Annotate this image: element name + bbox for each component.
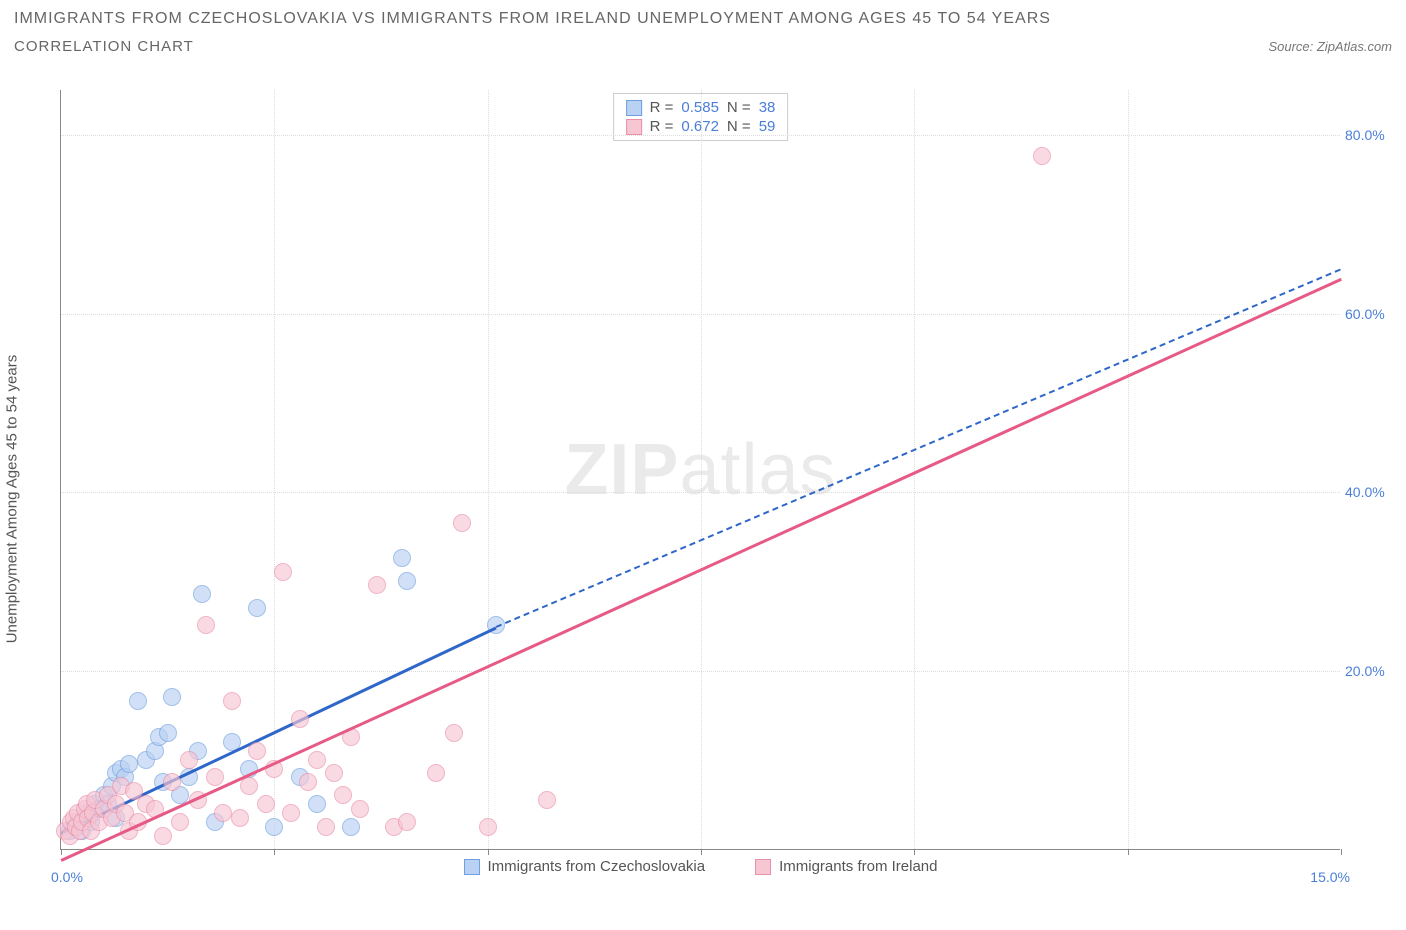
scatter-point-ireland xyxy=(248,742,266,760)
gridline-v xyxy=(914,90,915,849)
scatter-point-czech xyxy=(193,585,211,603)
x-tick-max: 15.0% xyxy=(1310,869,1350,885)
legend-label: Immigrants from Czechoslovakia xyxy=(488,858,706,875)
scatter-point-czech xyxy=(393,549,411,567)
y-tick-label: 20.0% xyxy=(1345,663,1395,679)
scatter-point-ireland xyxy=(163,773,181,791)
source-attribution: Source: ZipAtlas.com xyxy=(1268,39,1392,54)
scatter-point-ireland xyxy=(479,818,497,836)
scatter-point-ireland xyxy=(180,751,198,769)
scatter-point-czech xyxy=(159,724,177,742)
scatter-point-czech xyxy=(120,755,138,773)
series-legend: Immigrants from Czechoslovakia Immigrants… xyxy=(464,858,938,875)
scatter-point-ireland xyxy=(308,751,326,769)
legend-swatch xyxy=(626,100,642,116)
scatter-point-ireland xyxy=(427,764,445,782)
scatter-point-ireland xyxy=(197,616,215,634)
scatter-point-czech xyxy=(163,688,181,706)
scatter-point-ireland xyxy=(154,827,172,845)
chart-subtitle: CORRELATION CHART xyxy=(14,38,194,55)
legend-label: Immigrants from Ireland xyxy=(779,858,937,875)
scatter-point-czech xyxy=(265,818,283,836)
chart-header: IMMIGRANTS FROM CZECHOSLOVAKIA VS IMMIGR… xyxy=(0,0,1406,55)
scatter-point-ireland xyxy=(240,777,258,795)
scatter-point-czech xyxy=(398,572,416,590)
y-tick-label: 40.0% xyxy=(1345,484,1395,500)
scatter-point-czech xyxy=(129,692,147,710)
scatter-point-czech xyxy=(248,599,266,617)
trend-line-dash-czech xyxy=(496,269,1342,628)
legend-swatch xyxy=(464,859,480,875)
x-tick-mark xyxy=(61,849,62,855)
chart-area: Unemployment Among Ages 45 to 54 years Z… xyxy=(0,80,1406,930)
y-tick-label: 80.0% xyxy=(1345,127,1395,143)
scatter-point-ireland xyxy=(351,800,369,818)
x-tick-mark xyxy=(914,849,915,855)
gridline-v xyxy=(701,90,702,849)
scatter-point-ireland xyxy=(453,514,471,532)
scatter-point-ireland xyxy=(257,795,275,813)
gridline-v xyxy=(274,90,275,849)
scatter-point-ireland xyxy=(291,710,309,728)
chart-title: IMMIGRANTS FROM CZECHOSLOVAKIA VS IMMIGR… xyxy=(14,10,1392,28)
gridline-v xyxy=(488,90,489,849)
y-tick-label: 60.0% xyxy=(1345,306,1395,322)
x-tick-mark xyxy=(488,849,489,855)
x-tick-mark xyxy=(1128,849,1129,855)
x-tick-mark xyxy=(701,849,702,855)
scatter-point-ireland xyxy=(231,809,249,827)
scatter-point-ireland xyxy=(538,791,556,809)
legend-item-ireland: Immigrants from Ireland xyxy=(755,858,937,875)
gridline-v xyxy=(1128,90,1129,849)
scatter-point-czech xyxy=(342,818,360,836)
scatter-point-ireland xyxy=(325,764,343,782)
scatter-point-ireland xyxy=(317,818,335,836)
legend-swatch xyxy=(755,859,771,875)
scatter-point-ireland xyxy=(398,813,416,831)
y-axis-label: Unemployment Among Ages 45 to 54 years xyxy=(4,355,21,644)
legend-swatch xyxy=(626,119,642,135)
scatter-point-ireland xyxy=(1033,147,1051,165)
scatter-point-ireland xyxy=(171,813,189,831)
scatter-point-ireland xyxy=(274,563,292,581)
scatter-point-ireland xyxy=(299,773,317,791)
scatter-point-ireland xyxy=(282,804,300,822)
x-tick-mark xyxy=(1341,849,1342,855)
plot-area: ZIPatlas R = 0.585 N = 38R = 0.672 N = 5… xyxy=(60,90,1340,850)
scatter-point-ireland xyxy=(223,692,241,710)
x-tick-mark xyxy=(274,849,275,855)
scatter-point-ireland xyxy=(214,804,232,822)
legend-item-czech: Immigrants from Czechoslovakia xyxy=(464,858,706,875)
scatter-point-ireland xyxy=(445,724,463,742)
scatter-point-ireland xyxy=(206,768,224,786)
x-tick-min: 0.0% xyxy=(51,869,83,885)
scatter-point-czech xyxy=(308,795,326,813)
scatter-point-ireland xyxy=(334,786,352,804)
scatter-point-ireland xyxy=(368,576,386,594)
